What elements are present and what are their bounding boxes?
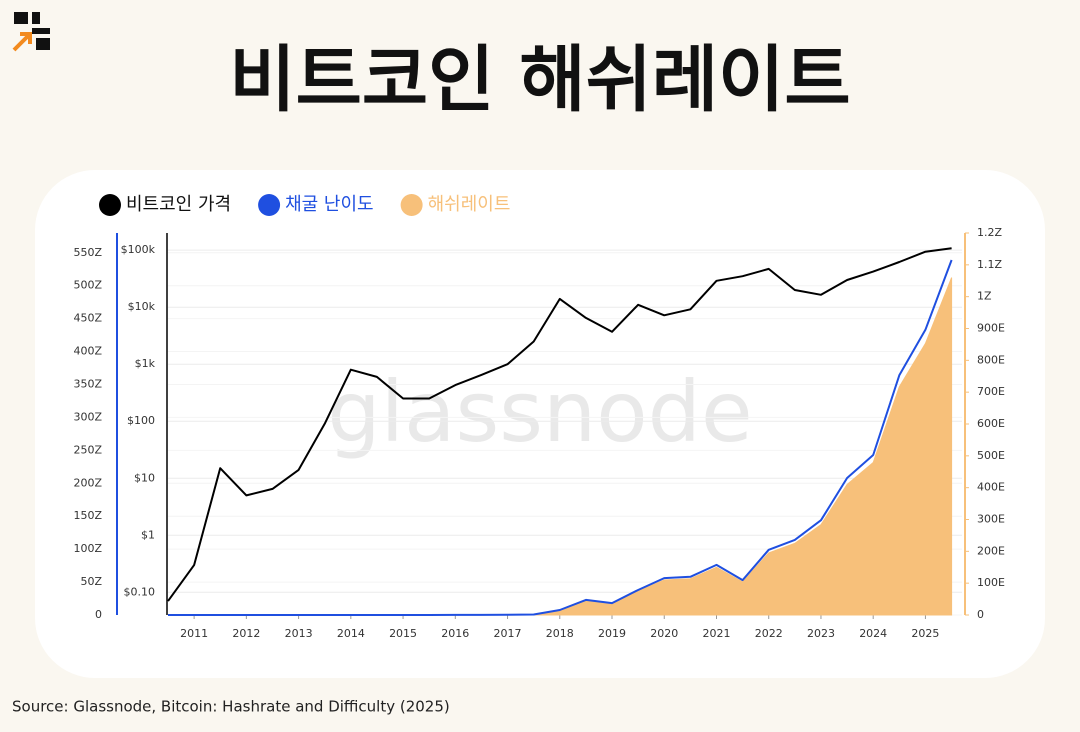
y-tick-label: 250Z xyxy=(73,443,102,456)
y3-tick-label: $10k xyxy=(128,300,156,313)
y2-tick-label: 800E xyxy=(977,353,1005,366)
x-tick-label: 2021 xyxy=(702,627,730,640)
y2-tick-label: 1.2Z xyxy=(977,226,1002,239)
x-tick-label: 2020 xyxy=(650,627,678,640)
x-tick-label: 2016 xyxy=(441,627,469,640)
x-tick-label: 2024 xyxy=(859,627,887,640)
x-tick-label: 2014 xyxy=(337,627,365,640)
y-tick-label: 450Z xyxy=(73,312,102,325)
y-tick-label: 550Z xyxy=(73,246,102,259)
logo-block xyxy=(14,12,28,24)
legend-label: 비트코인 가격 xyxy=(126,194,231,215)
x-tick-label: 2017 xyxy=(494,627,522,640)
y2-tick-label: 900E xyxy=(977,322,1005,335)
y3-tick-label: $1k xyxy=(135,357,156,370)
logo xyxy=(12,12,50,52)
line xyxy=(167,247,952,602)
legend-swatch xyxy=(99,194,121,216)
y-tick-label: 500Z xyxy=(73,279,102,292)
logo-arrow xyxy=(12,32,32,52)
legend-swatch xyxy=(400,194,423,216)
y-tick-label: 350Z xyxy=(73,377,102,390)
logo-block xyxy=(32,28,50,34)
y2-tick-label: 300E xyxy=(977,513,1005,526)
y2-tick-label: 0 xyxy=(977,608,984,621)
x-tick-label: 2022 xyxy=(755,627,783,640)
legend-label: 해쉬레이트 xyxy=(428,194,511,215)
line xyxy=(168,259,953,616)
y3-tick-label: $100 xyxy=(127,414,155,427)
x-tick-label: 2015 xyxy=(389,627,417,640)
source: Source: Glassnode, Bitcoin: Hashrate and… xyxy=(12,698,450,716)
x-tick-label: 2018 xyxy=(546,627,574,640)
watermark: glassnode xyxy=(327,363,752,461)
y2-tick-label: 200E xyxy=(977,544,1005,557)
y-tick-label: 50Z xyxy=(80,575,102,588)
y2-tick-label: 1Z xyxy=(977,290,992,303)
y-tick-label: 300Z xyxy=(73,410,102,423)
x-tick-label: 2025 xyxy=(911,627,939,640)
y-tick-label: 100Z xyxy=(73,542,102,555)
y-tick-label: 0 xyxy=(95,608,102,621)
logo-block xyxy=(32,12,40,24)
legend-swatch xyxy=(258,194,281,216)
y2-tick-label: 500E xyxy=(977,449,1005,462)
y3-tick-label: $100k xyxy=(121,243,156,256)
x-tick-label: 2012 xyxy=(232,627,260,640)
legend-label: 채굴 난이도 xyxy=(285,194,374,215)
y-tick-label: 400Z xyxy=(73,345,102,358)
y3-tick-label: $10 xyxy=(134,471,155,484)
y3-tick-label: $1 xyxy=(141,528,155,541)
x-tick-label: 2019 xyxy=(598,627,626,640)
y3-tick-label: $0.10 xyxy=(124,585,156,598)
y-tick-label: 150Z xyxy=(73,509,102,522)
y2-tick-label: 700E xyxy=(977,385,1005,398)
plot: $0.10 $1 $10 $100 $1k $10k $100k 0 50Z 100Z 150Z 20… xyxy=(73,194,1005,640)
y2-tick-label: 100E xyxy=(977,576,1005,589)
x-tick-label: 2023 xyxy=(807,627,835,640)
y2-tick-label: 400E xyxy=(977,481,1005,494)
y2-tick-label: 1.1Z xyxy=(977,258,1002,271)
logo-block xyxy=(36,38,50,50)
x-tick-label: 2013 xyxy=(285,627,313,640)
y2-tick-label: 600E xyxy=(977,417,1005,430)
title: 비트코인 해쉬레이트 xyxy=(229,38,850,122)
x-tick-label: 2011 xyxy=(180,627,208,640)
y-tick-label: 200Z xyxy=(73,476,102,489)
